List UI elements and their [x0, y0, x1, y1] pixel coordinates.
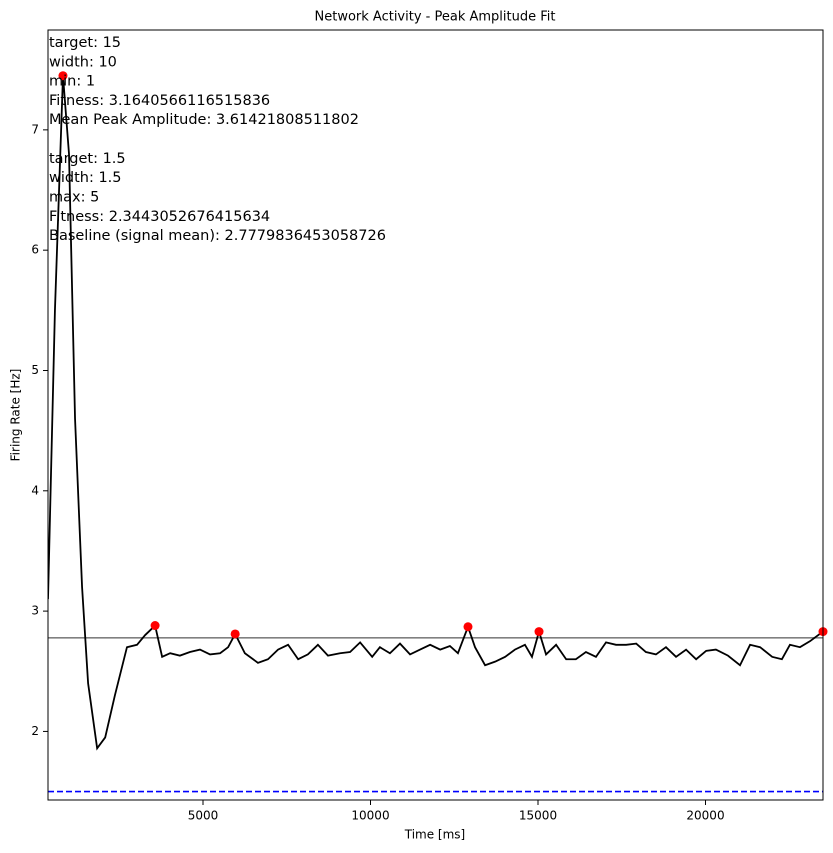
- annotation-text: width: 10: [49, 54, 117, 70]
- x-tick-label: 20000: [686, 809, 724, 823]
- annotation-text: Mean Peak Amplitude: 3.61421808511802: [49, 112, 359, 128]
- y-tick-label: 6: [31, 243, 39, 257]
- annotation-text: width: 1.5: [49, 170, 122, 186]
- chart-title: Network Activity - Peak Amplitude Fit: [315, 10, 556, 25]
- annotation-text: min: 1: [49, 74, 95, 90]
- signal-line: [48, 75, 823, 751]
- plot-area: [48, 75, 823, 793]
- y-tick-label: 5: [31, 363, 39, 377]
- annotation-text: target: 15: [49, 35, 121, 51]
- axes-frame: [47, 29, 824, 801]
- peak-marker: [230, 629, 240, 639]
- annotation-text: Fitness: 3.1640566116515836: [49, 93, 270, 109]
- x-axis-label: Time [ms]: [404, 828, 466, 842]
- annotation-text: max: 5: [49, 190, 99, 206]
- x-tick-label: 15000: [519, 809, 557, 823]
- peak-marker: [463, 622, 473, 632]
- peak-marker: [58, 71, 68, 81]
- annotation-text: Fitness: 2.3443052676415634: [49, 209, 270, 225]
- y-tick-label: 3: [31, 604, 39, 618]
- y-axis-label: Firing Rate [Hz]: [9, 369, 23, 462]
- y-tick-label: 2: [31, 724, 39, 738]
- peak-marker: [534, 627, 544, 637]
- y-tick-label: 7: [31, 122, 39, 136]
- x-tick-label: 10000: [351, 809, 389, 823]
- annotation-text: target: 1.5: [49, 151, 126, 167]
- annotation-text: Baseline (signal mean): 2.77798364530587…: [49, 228, 386, 244]
- x-tick-label: 5000: [188, 809, 219, 823]
- y-tick-label: 4: [31, 483, 39, 497]
- peak-marker: [150, 621, 160, 631]
